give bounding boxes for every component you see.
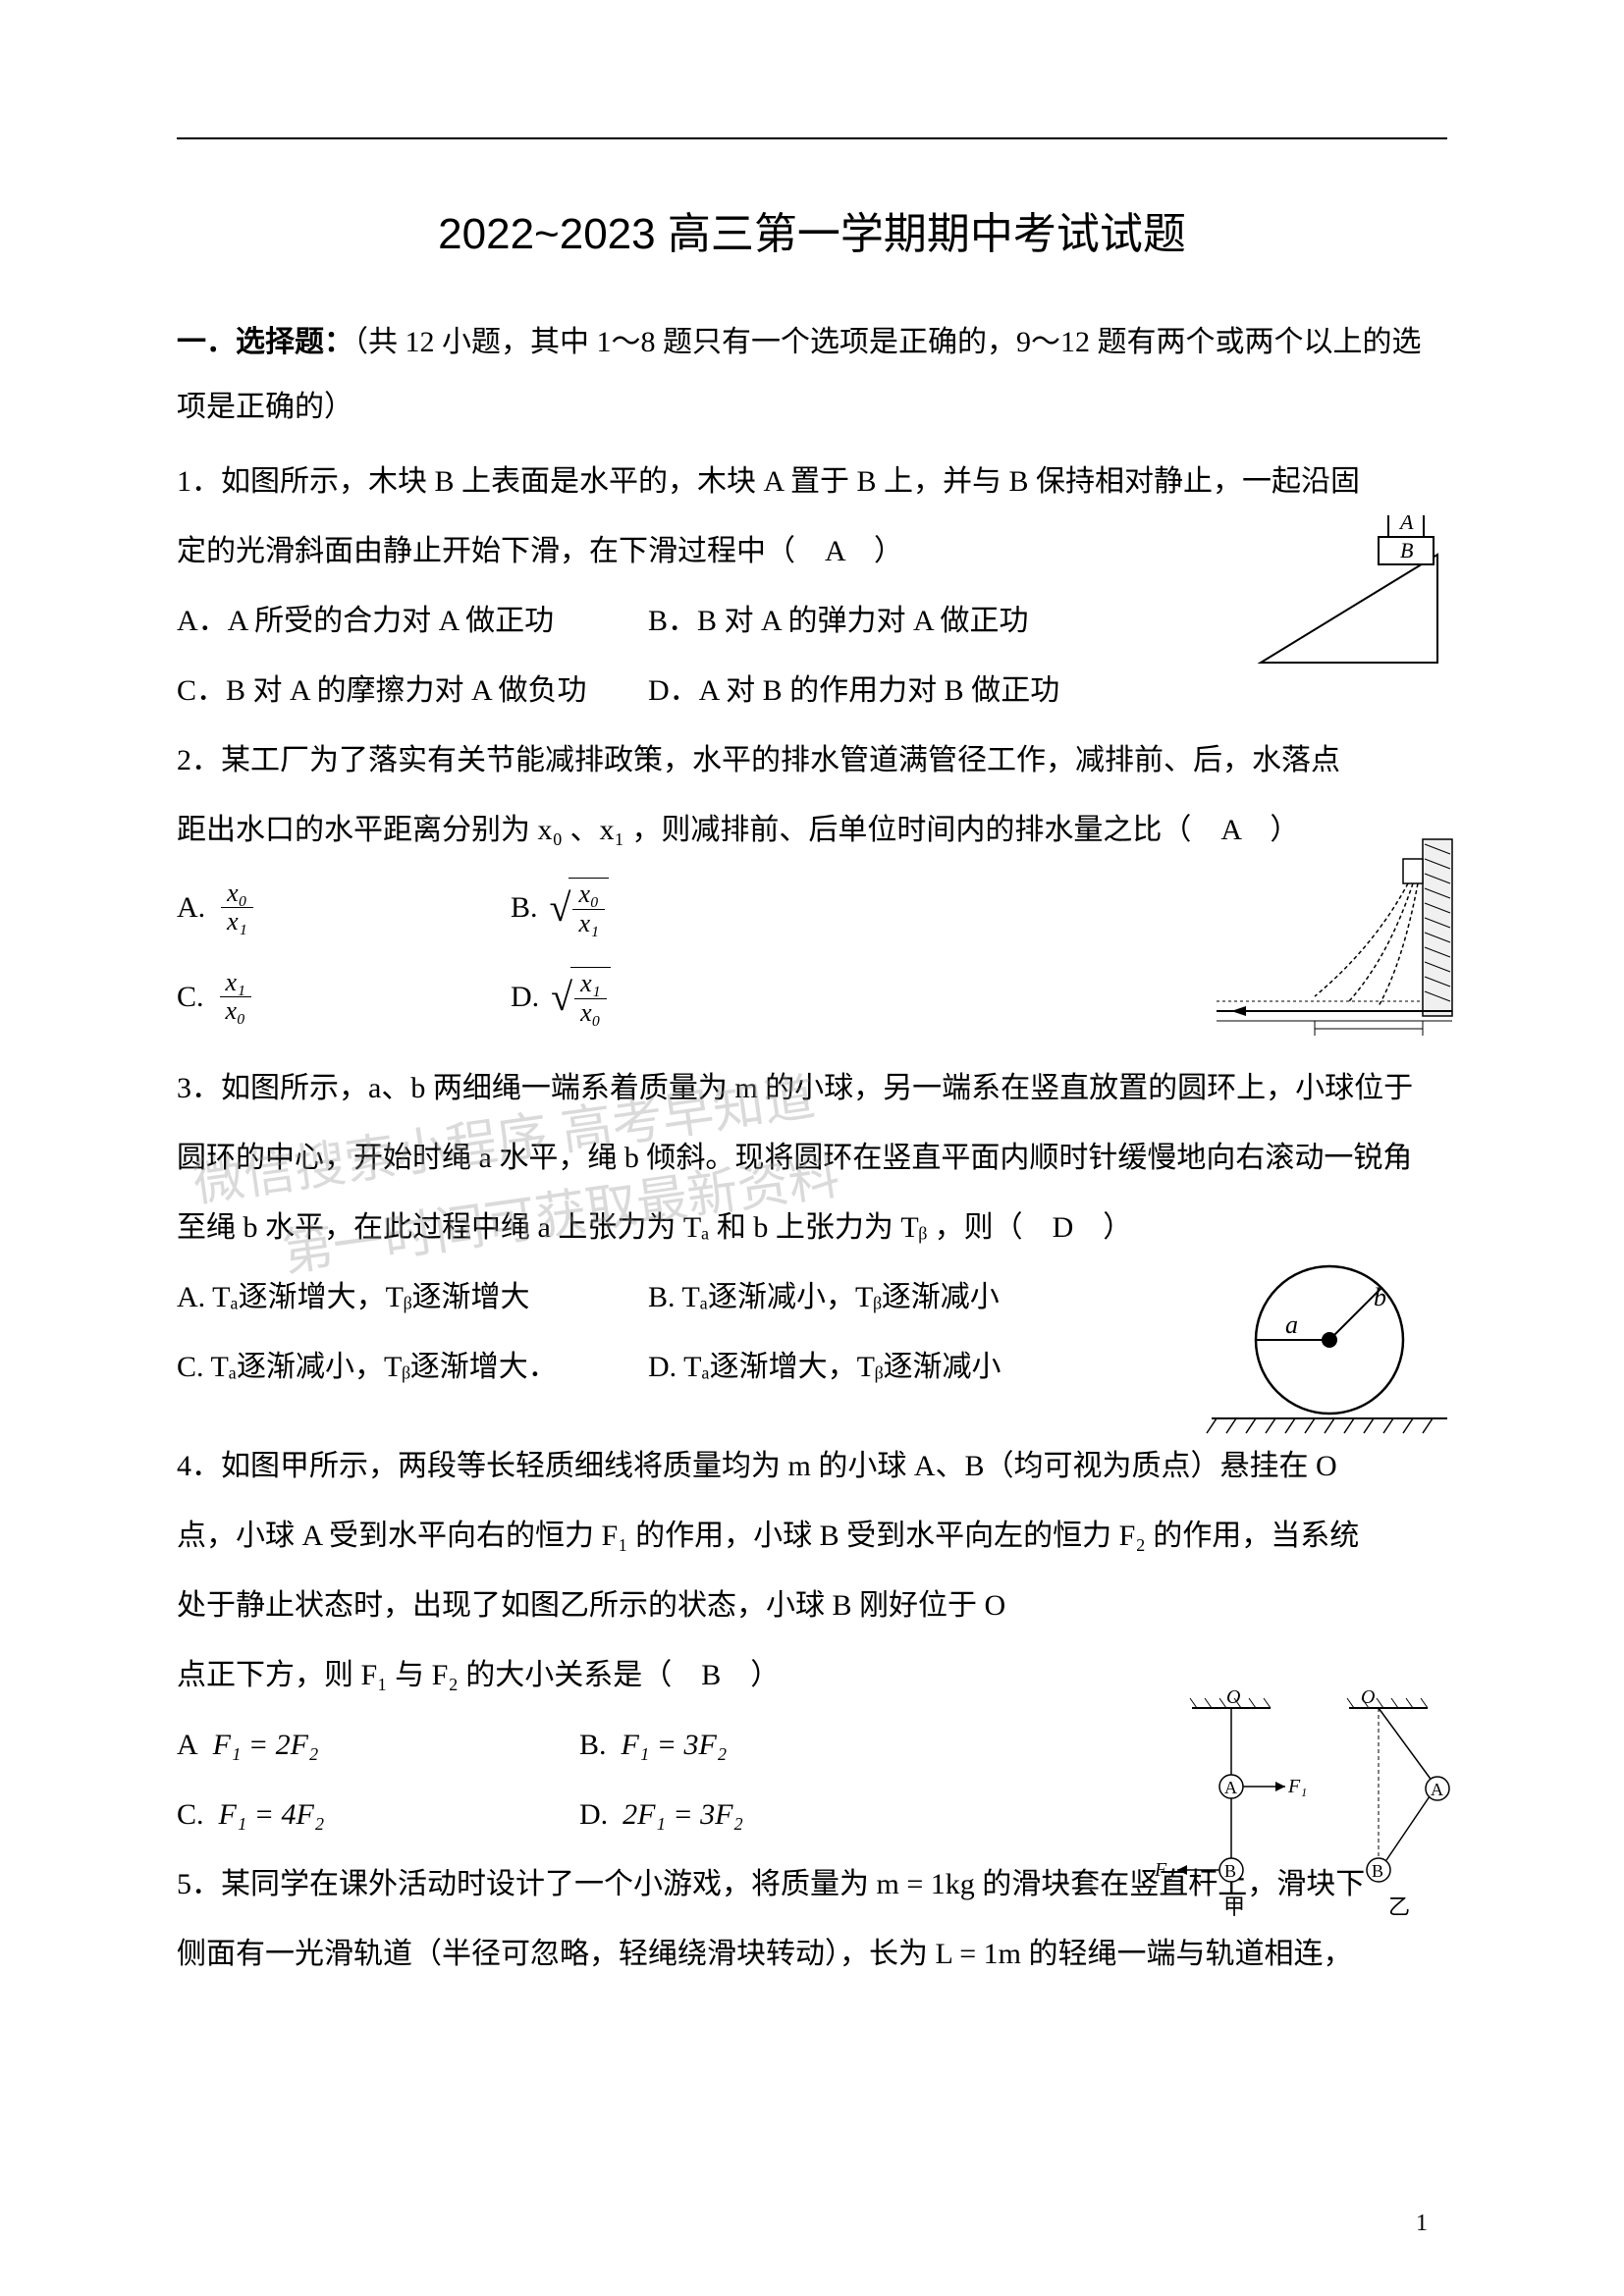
svg-text:O: O [1226, 1688, 1240, 1708]
fraction-icon: x₁ x₀ [220, 969, 252, 1026]
q1-diagram: A B [1251, 515, 1447, 672]
section-header: 一．选择题：（共 12 小题，其中 1～8 题只有一个选项是正确的，9～12 题… [177, 310, 1447, 440]
q4-diagram: O A F₁ B F₂ 甲 O A B 乙 [1153, 1688, 1467, 1944]
q2-optD: D. √ x₁ x₀ [511, 967, 611, 1027]
svg-text:A: A [1224, 1778, 1237, 1797]
q2-optA: A. x₀ x₁ [177, 880, 511, 936]
q3-optA: A. Tₐ逐渐增大，Tᵦ逐渐增大 [177, 1265, 589, 1330]
svg-text:F₁: F₁ [1287, 1776, 1307, 1797]
q2-optB: B. √ x₀ x₁ [511, 878, 609, 937]
fraction-icon: x₀ x₁ [221, 880, 253, 936]
svg-text:B: B [1400, 538, 1413, 562]
svg-text:a: a [1285, 1310, 1298, 1339]
q1-optA: A．A 所受的合力对 A 做正功 [177, 589, 589, 654]
svg-text:A: A [1398, 515, 1414, 534]
svg-text:b: b [1374, 1283, 1386, 1311]
sqrt-icon: √ x₁ x₀ [551, 967, 611, 1027]
q2-line1: 2．某工厂为了落实有关节能减排政策，水平的排水管道满管径工作，减排前、后，水落点 [177, 728, 1447, 793]
q4-line2: 点，小球 A 受到水平向右的恒力 F₁ 的作用，小球 B 受到水平向左的恒力 F… [177, 1504, 1447, 1569]
q1-line1: 1．如图所示，木块 B 上表面是水平的，木块 A 置于 B 上，并与 B 保持相… [177, 450, 1447, 514]
svg-text:乙: 乙 [1388, 1895, 1410, 1919]
svg-text:B: B [1372, 1861, 1383, 1881]
page-number: 1 [1416, 2211, 1428, 2237]
q4-optD: D. 2F₁ = 3F₂ [579, 1783, 743, 1847]
q2-optC: C. x₁ x₀ [177, 969, 511, 1026]
sqrt-icon: √ x₀ x₁ [550, 878, 610, 937]
q3-line3: 至绳 b 水平，在此过程中绳 a 上张力为 Tₐ 和 b 上张力为 Tᵦ ，则（… [177, 1196, 1447, 1260]
q3-diagram: a b [1202, 1256, 1457, 1453]
top-divider [177, 137, 1447, 139]
q3-line2: 圆环的中心，开始时绳 a 水平，绳 b 倾斜。现将圆环在竖直平面内顺时针缓慢地向… [177, 1126, 1447, 1191]
q3-optB: B. Tₐ逐渐减小，Tᵦ逐渐减小 [648, 1265, 1000, 1330]
q4-optA: A F₁ = 2F₂ [177, 1713, 520, 1778]
q4-line3: 处于静止状态时，出现了如图乙所示的状态，小球 B 刚好位于 O [177, 1574, 1447, 1638]
exam-title: 2022~2023 高三第一学期期中考试试题 [177, 198, 1447, 261]
q2-diagram [1197, 829, 1472, 1065]
section-desc: （共 12 小题，其中 1～8 题只有一个选项是正确的，9～12 题有两个或两个… [177, 326, 1422, 423]
q1-optC: C．B 对 A 的摩擦力对 A 做负功 [177, 659, 589, 723]
section-name: 一．选择题： [177, 326, 353, 358]
svg-text:O: O [1361, 1688, 1375, 1708]
svg-text:B: B [1224, 1861, 1236, 1881]
q3-line1: 3．如图所示，a、b 两细绳一端系着质量为 m 的小球，另一端系在竖直放置的圆环… [177, 1056, 1447, 1121]
q3-optC: C. Tₐ逐渐减小，Tᵦ逐渐增大． [177, 1335, 589, 1400]
svg-text:F₂: F₂ [1154, 1859, 1173, 1881]
q3-optD: D. Tₐ逐渐增大，Tᵦ逐渐减小 [648, 1335, 1001, 1400]
q1-optD: D．A 对 B 的作用力对 B 做正功 [648, 659, 1059, 723]
q1-optB: B．B 对 A 的弹力对 A 做正功 [648, 589, 1029, 654]
q4-optC: C. F₁ = 4F₂ [177, 1783, 520, 1847]
svg-text:A: A [1431, 1780, 1443, 1799]
svg-text:甲: 甲 [1223, 1895, 1245, 1919]
q4-optB: B. F₁ = 3F₂ [579, 1713, 727, 1778]
